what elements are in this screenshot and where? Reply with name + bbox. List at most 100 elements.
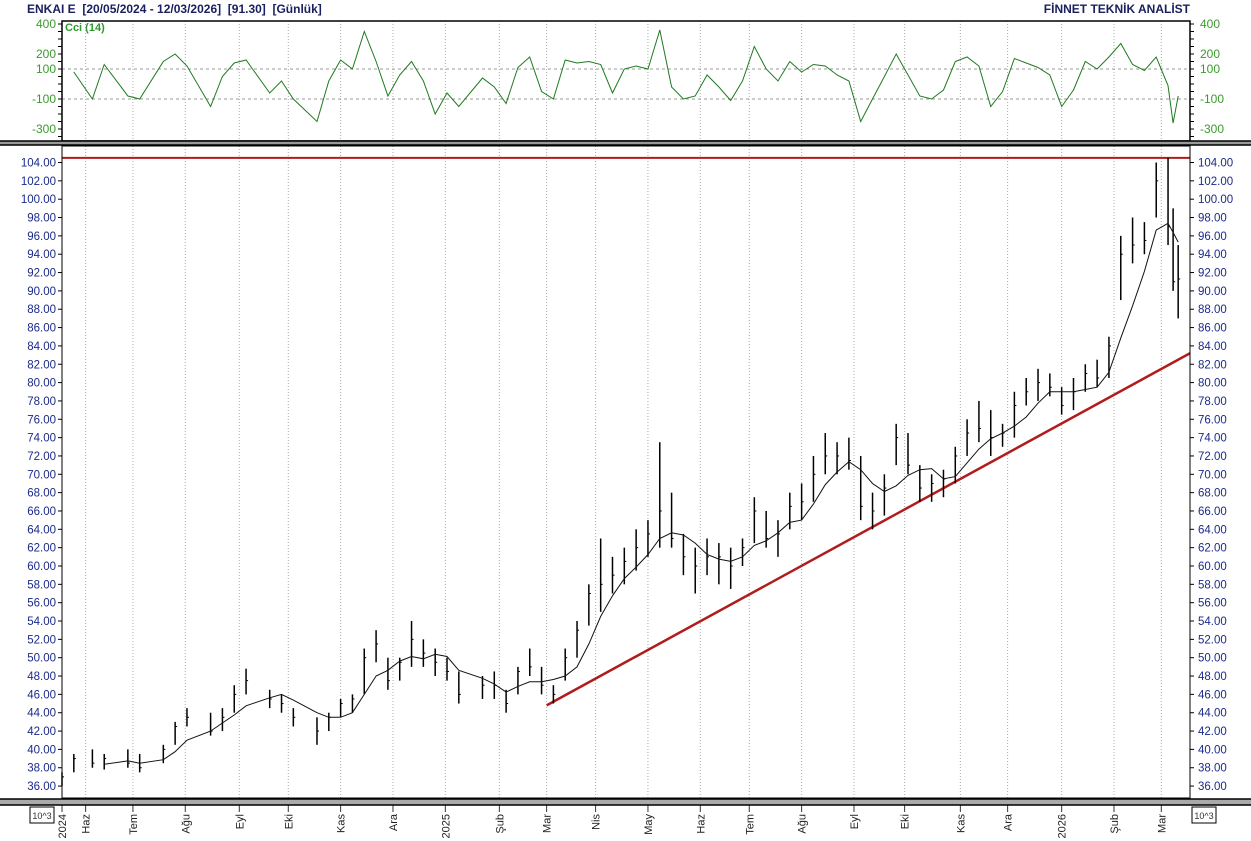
price-tick-label-right: 76.00 — [1198, 414, 1227, 426]
price-frame — [61, 145, 1191, 799]
price-tick-label-left: 44.00 — [27, 708, 56, 720]
cci-tick-label-left: 200 — [36, 47, 56, 61]
price-tick-label-left: 40.00 — [27, 744, 56, 756]
x-tick-label: Şub — [494, 814, 506, 834]
x-tick-label: Tem — [744, 814, 756, 835]
price-tick-label-right: 52.00 — [1198, 634, 1227, 646]
x-tick-label: Ağu — [180, 814, 192, 834]
price-tick-label-left: 84.00 — [27, 341, 56, 353]
price-tick-label-left: 104.00 — [21, 158, 56, 170]
price-tick-label-left: 38.00 — [27, 763, 56, 775]
x-tick-label: May — [643, 814, 655, 835]
cci-tick-label-left: 400 — [36, 17, 56, 31]
x-tick-label: Kas — [955, 814, 967, 833]
price-tick-label-right: 104.00 — [1198, 158, 1233, 170]
price-tick-label-left: 50.00 — [27, 653, 56, 665]
x-tick-label: Ara — [388, 813, 400, 831]
x-tick-label: Kas — [336, 814, 348, 833]
panel-separator — [0, 141, 1251, 145]
price-tick-label-left: 66.00 — [27, 506, 56, 518]
price-tick-label-right: 100.00 — [1198, 194, 1233, 206]
price-tick-label-right: 40.00 — [1198, 744, 1227, 756]
scale-box-left — [29, 806, 55, 824]
price-tick-label-right: 58.00 — [1198, 579, 1227, 591]
price-tick-label-left: 48.00 — [27, 671, 56, 683]
price-tick-label-right: 74.00 — [1198, 433, 1227, 445]
price-tick-label-right: 102.00 — [1198, 176, 1233, 188]
price-tick-label-right: 72.00 — [1198, 451, 1227, 463]
cci-legend: Cci (14) — [65, 22, 105, 34]
moving-average-line — [104, 222, 1179, 765]
x-tick-label: Haz — [695, 814, 707, 834]
price-tick-label-right: 98.00 — [1198, 213, 1227, 225]
price-tick-label-right: 70.00 — [1198, 469, 1227, 481]
price-tick-label-right: 62.00 — [1198, 543, 1227, 555]
price-tick-label-left: 94.00 — [27, 249, 56, 261]
scale-label-right: 10^3 — [1194, 811, 1213, 821]
price-tick-label-right: 92.00 — [1198, 268, 1227, 280]
x-tick-label: Ağu — [797, 814, 809, 834]
axis-separator — [0, 799, 1251, 805]
price-tick-label-right: 60.00 — [1198, 561, 1227, 573]
price-tick-label-left: 62.00 — [27, 543, 56, 555]
price-tick-label-left: 36.00 — [27, 781, 56, 793]
price-tick-label-right: 82.00 — [1198, 359, 1227, 371]
cci-tick-label-left: -100 — [32, 92, 56, 106]
price-tick-label-right: 90.00 — [1198, 286, 1227, 298]
price-tick-label-left: 60.00 — [27, 561, 56, 573]
x-tick-label: 2026 — [1057, 814, 1069, 838]
price-tick-label-right: 96.00 — [1198, 231, 1227, 243]
x-tick-label: Mar — [1156, 814, 1168, 833]
price-tick-label-left: 68.00 — [27, 488, 56, 500]
x-tick-label: Eki — [283, 814, 295, 829]
price-tick-label-left: 100.00 — [21, 194, 56, 206]
price-tick-label-right: 68.00 — [1198, 488, 1227, 500]
chart-title: ENKAI E [20/05/2024 - 12/03/2026] [91.30… — [27, 2, 322, 16]
x-tick-label: 2025 — [440, 814, 452, 838]
price-tick-label-left: 74.00 — [27, 433, 56, 445]
price-tick-label-left: 54.00 — [27, 616, 56, 628]
cci-tick-label-right: -300 — [1200, 122, 1224, 136]
cci-tick-label-right: 200 — [1200, 47, 1220, 61]
cci-tick-label-right: -100 — [1200, 92, 1224, 106]
price-tick-label-left: 52.00 — [27, 634, 56, 646]
price-tick-label-right: 46.00 — [1198, 689, 1227, 701]
price-tick-label-right: 36.00 — [1198, 781, 1227, 793]
price-tick-label-left: 88.00 — [27, 304, 56, 316]
cci-tick-label-right: 400 — [1200, 17, 1220, 31]
brand-label: FİNNET TEKNİK ANALİST — [1044, 1, 1191, 16]
price-tick-label-left: 78.00 — [27, 396, 56, 408]
cci-tick-label-left: -300 — [32, 122, 56, 136]
x-tick-label: Nis — [591, 814, 603, 830]
price-tick-label-right: 38.00 — [1198, 763, 1227, 775]
cci-frame — [61, 20, 1191, 142]
price-tick-label-left: 82.00 — [27, 359, 56, 371]
price-tick-label-left: 46.00 — [27, 689, 56, 701]
cci-tick-label-right: 100 — [1200, 62, 1220, 76]
x-tick-label: Ara — [1003, 813, 1015, 831]
price-tick-label-right: 48.00 — [1198, 671, 1227, 683]
price-tick-label-right: 84.00 — [1198, 341, 1227, 353]
price-tick-label-right: 86.00 — [1198, 323, 1227, 335]
price-tick-label-left: 72.00 — [27, 451, 56, 463]
trend-line — [546, 352, 1191, 707]
scale-label-left: 10^3 — [32, 811, 51, 821]
x-tick-label: Haz — [81, 814, 93, 834]
price-tick-label-right: 44.00 — [1198, 708, 1227, 720]
price-panel: 36.00 36.00 38.00 38.00 40.00 40.00 42.00 42.00… — [21, 146, 1233, 798]
price-tick-label-left: 86.00 — [27, 323, 56, 335]
price-tick-label-left: 98.00 — [27, 213, 56, 225]
price-tick-label-right: 88.00 — [1198, 304, 1227, 316]
price-tick-label-right: 56.00 — [1198, 598, 1227, 610]
price-tick-label-right: 80.00 — [1198, 378, 1227, 390]
scale-box-right — [1191, 806, 1217, 824]
cci-line — [73, 29, 1179, 124]
date-axis: 2024 Haz Tem Ağu Eyl Eki Kas Ara 2025 Şub Mar Nis Ma… — [57, 805, 1168, 838]
price-tick-label-left: 90.00 — [27, 286, 56, 298]
x-tick-label: Mar — [542, 814, 554, 833]
x-tick-label: Şub — [1109, 814, 1121, 834]
price-tick-label-right: 78.00 — [1198, 396, 1227, 408]
price-tick-label-left: 42.00 — [27, 726, 56, 738]
price-tick-label-left: 102.00 — [21, 176, 56, 188]
